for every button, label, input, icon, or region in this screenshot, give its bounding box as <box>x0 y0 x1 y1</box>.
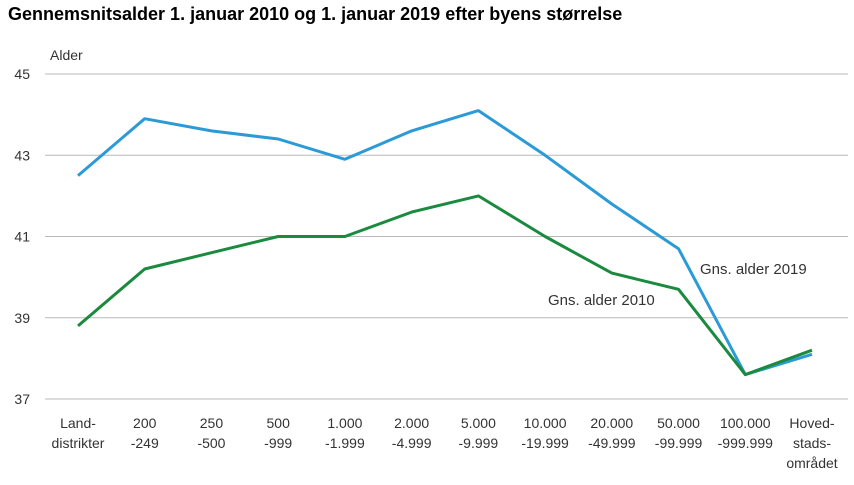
x-tick-label: 5.000 -9.999 <box>459 415 499 451</box>
x-tick-label: 2.000 -4.999 <box>392 415 432 451</box>
x-tick-label: 50.000 -99.999 <box>655 415 703 451</box>
y-tick-label: 43 <box>14 147 30 163</box>
series-line-2 <box>77 194 813 377</box>
y-tick-label: 41 <box>14 229 30 245</box>
x-tick-label: 1.000 -1.999 <box>325 415 365 451</box>
x-tick-label: 500 -999 <box>264 415 292 451</box>
series-line-1 <box>77 109 813 377</box>
x-tick-label: Land-distrikter <box>52 415 105 451</box>
x-tick-label: 100.000 -999.999 <box>718 415 773 451</box>
series-label-2: Gns. alder 2010 <box>548 292 655 309</box>
x-tick-label: 250 -500 <box>197 415 225 451</box>
x-tick-label: 10.000 -19.999 <box>521 415 569 451</box>
y-tick-label: 39 <box>14 310 30 326</box>
series-labels: Gns. alder 2019 Gns. alder 2010 <box>548 261 807 309</box>
y-tick-label: 45 <box>14 66 30 82</box>
x-tick-label: 20.000 -49.999 <box>588 415 636 451</box>
x-tick-label: Hoved-stads-området <box>786 415 837 471</box>
x-axis-ticks: Land-distrikter 200 -249 250 -500 500 -999 1.00… <box>52 415 838 471</box>
series-lines <box>77 109 813 377</box>
y-axis-label: Alder <box>50 47 83 63</box>
series-label-1: Gns. alder 2019 <box>700 261 807 278</box>
gridlines <box>45 73 848 400</box>
x-tick-label: 200 -249 <box>131 415 159 451</box>
y-axis-ticks: 37 39 41 43 45 <box>14 66 30 407</box>
chart-title: Gennemsnitsalder 1. januar 2010 og 1. ja… <box>8 4 623 24</box>
y-tick-label: 37 <box>14 391 30 407</box>
